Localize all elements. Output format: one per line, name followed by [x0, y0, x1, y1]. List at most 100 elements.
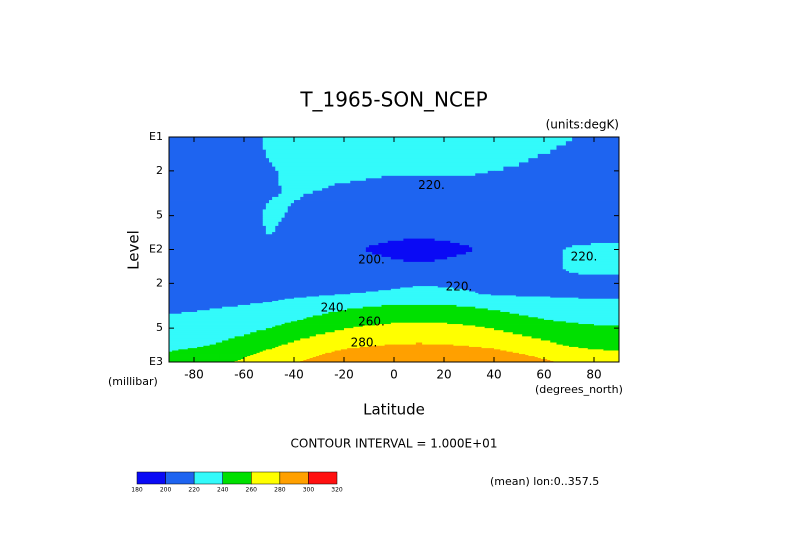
contour-cell: [294, 351, 320, 354]
contour-cell: [194, 322, 220, 325]
contour-cell: [494, 221, 520, 225]
contour-cell: [494, 300, 520, 303]
contour-cell: [469, 190, 495, 195]
contour-cell: [444, 170, 470, 174]
contour-cell: [419, 279, 445, 283]
contour-cell: [344, 283, 370, 286]
contour-cell: [569, 221, 595, 225]
contour-cell: [494, 308, 520, 311]
contour-cell: [519, 269, 545, 272]
contour-cell: [194, 209, 220, 213]
contour-cell: [394, 306, 420, 309]
contour-cell: [469, 313, 495, 316]
contour-cell: [525, 354, 545, 356]
contour-cell: [469, 274, 495, 277]
contour-cell: [544, 234, 570, 237]
contour-cell: [319, 188, 323, 192]
contour-cell: [594, 354, 620, 356]
contour-cell: [412, 286, 420, 288]
contour-cell: [444, 350, 470, 353]
contour-cell: [294, 324, 320, 326]
contour-cell: [269, 298, 286, 301]
contour-cell: [519, 319, 545, 322]
contour-cell: [278, 345, 295, 348]
contour-cell: [244, 356, 248, 358]
contour-cell: [369, 254, 382, 258]
contour-cell: [294, 338, 301, 341]
contour-cell: [306, 359, 320, 361]
contour-cell: [394, 190, 420, 195]
contour-cell: [219, 242, 245, 246]
contour-cell: [369, 302, 395, 304]
contour-cell: [550, 149, 570, 155]
contour-cell: [469, 324, 495, 326]
contour-cell: [419, 344, 445, 347]
contour-cell: [444, 348, 470, 350]
contour-cell: [244, 221, 264, 225]
contour-cell: [594, 271, 620, 274]
contour-cell: [219, 175, 245, 179]
contour-cell: [419, 284, 445, 287]
contour-cell: [319, 360, 345, 362]
contour-cell: [444, 360, 470, 362]
contour-cell: [519, 330, 545, 333]
contour-cell: [494, 183, 520, 187]
contour-cell: [194, 276, 220, 279]
colorbar-box: [222, 471, 252, 485]
contour-cell: [478, 292, 495, 295]
contour-cell: [394, 141, 420, 146]
contour-cell: [469, 188, 495, 192]
contour-cell: [269, 325, 276, 328]
contour-cell: [494, 234, 520, 237]
contour-cell: [294, 234, 320, 237]
contour-cell: [569, 296, 595, 299]
contour-cell: [169, 247, 195, 250]
contour-cell: [444, 193, 470, 198]
contour-cell: [419, 292, 445, 295]
contour-cell: [269, 196, 273, 201]
contour-cell: [369, 264, 395, 268]
contour-cell: [269, 145, 295, 151]
contour-cell: [419, 209, 445, 213]
contour-cell: [312, 190, 320, 195]
contour-cell: [244, 153, 267, 159]
contour-cell: [594, 288, 620, 291]
contour-cell: [444, 319, 470, 322]
contour-cell: [369, 328, 395, 331]
contour-cell: [544, 245, 570, 248]
contour-cell: [194, 206, 220, 210]
contour-cell: [469, 183, 495, 187]
contour-cell: [519, 306, 545, 309]
contour-cell: [169, 328, 195, 331]
contour-cell: [519, 328, 545, 331]
contour-cell: [519, 297, 545, 300]
contour-cell: [219, 227, 245, 231]
contour-cell: [469, 162, 495, 168]
contour-cell: [369, 278, 395, 281]
contour-cell: [494, 325, 520, 328]
contour-cell: [419, 296, 445, 299]
contour-cell: [547, 359, 570, 361]
contour-cell: [369, 332, 395, 335]
contour-cell: [269, 318, 295, 321]
contour-cell: [494, 340, 520, 343]
contour-cell: [419, 217, 445, 221]
contour-cell: [519, 281, 545, 284]
contour-cell: [519, 315, 529, 318]
contour-cell: [169, 360, 195, 362]
contour-cell: [594, 185, 620, 189]
contour-cell: [169, 344, 195, 347]
contour-cell: [569, 356, 595, 358]
contour-cell: [244, 245, 270, 248]
contour-cell: [319, 212, 345, 217]
contour-cell: [419, 297, 445, 300]
contour-cell: [394, 178, 420, 182]
contour-cell: [594, 360, 620, 362]
contour-cell: [319, 324, 345, 326]
contour-cell: [594, 332, 620, 335]
contour-cell: [294, 302, 320, 304]
contour-cell: [294, 245, 320, 248]
contour-cell: [319, 298, 345, 301]
contour-cell: [219, 137, 245, 142]
